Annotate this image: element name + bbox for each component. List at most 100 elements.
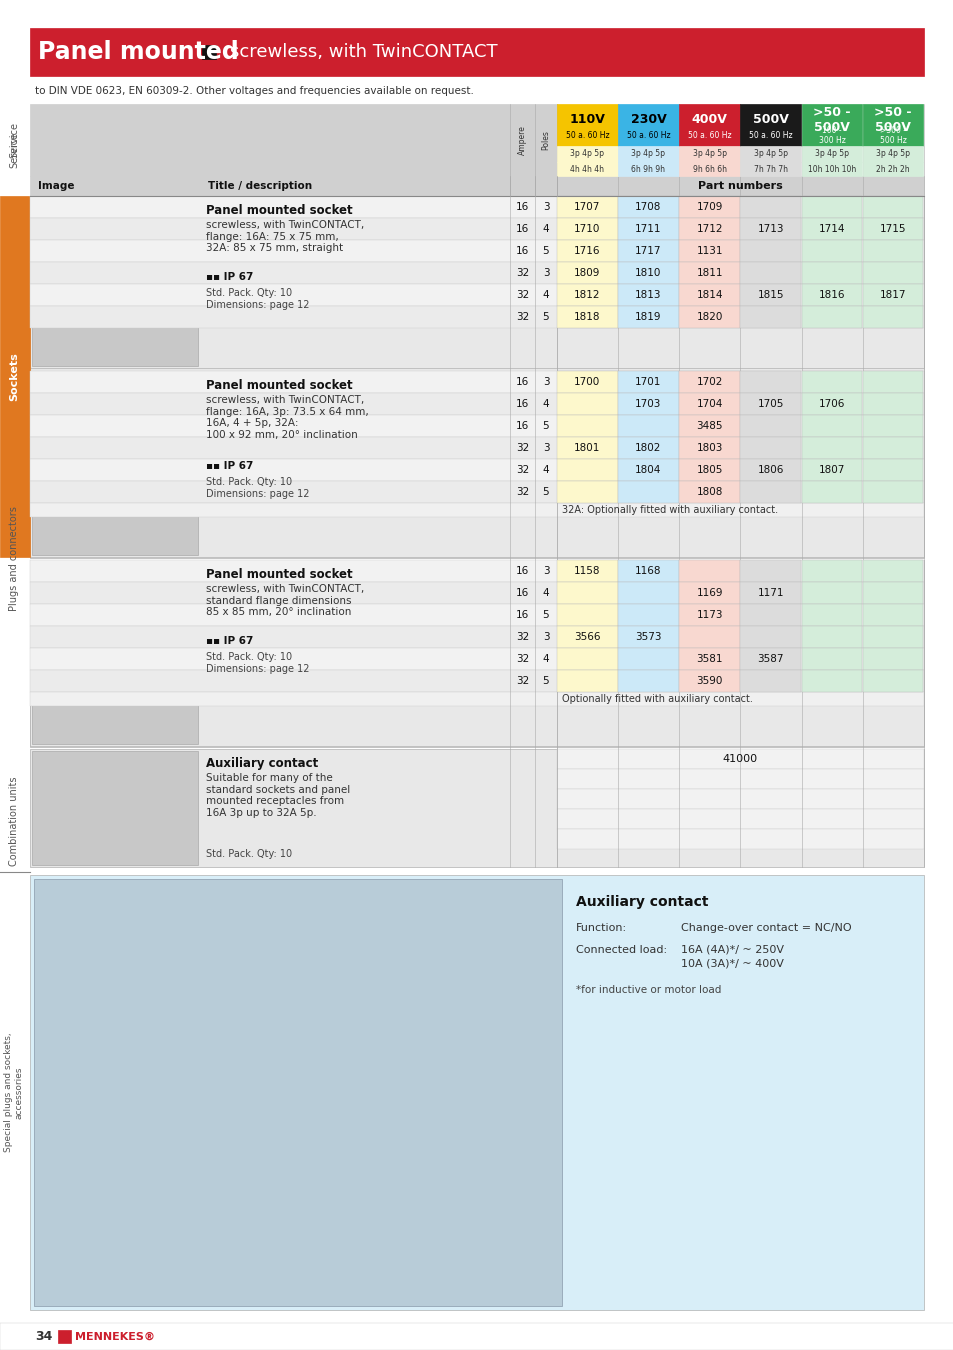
Bar — [740, 481, 801, 504]
Bar — [557, 162, 617, 176]
Text: 9h 6h 6h: 9h 6h 6h — [692, 165, 726, 174]
Bar — [557, 749, 923, 770]
Text: 16: 16 — [516, 377, 529, 387]
Bar — [557, 626, 617, 648]
Bar — [679, 146, 740, 162]
Text: 16: 16 — [516, 589, 529, 598]
Bar — [740, 162, 801, 176]
Bar — [618, 262, 679, 284]
Text: 3p 4p 5p: 3p 4p 5p — [570, 150, 603, 158]
Text: Plugs and connectors: Plugs and connectors — [9, 506, 19, 612]
Bar — [618, 284, 679, 306]
Bar — [801, 414, 862, 437]
Text: 1820: 1820 — [696, 312, 722, 323]
Text: 1169: 1169 — [696, 589, 722, 598]
Text: 10h 10h 10h: 10h 10h 10h — [807, 165, 855, 174]
Text: 3p 4p 5p: 3p 4p 5p — [631, 150, 665, 158]
Bar — [801, 648, 862, 670]
Bar — [679, 104, 740, 146]
Bar — [679, 393, 740, 414]
Bar — [801, 306, 862, 328]
Bar — [30, 371, 923, 558]
Bar — [618, 393, 679, 414]
Text: Combination units: Combination units — [9, 776, 19, 867]
Bar — [30, 414, 923, 437]
Text: 3587: 3587 — [757, 653, 783, 664]
Bar — [862, 306, 923, 328]
Text: 4: 4 — [542, 290, 549, 300]
Bar — [862, 262, 923, 284]
Bar — [0, 196, 30, 558]
Bar — [740, 626, 801, 648]
Text: 6h 9h 9h: 6h 9h 9h — [631, 165, 665, 174]
Text: Sockets: Sockets — [9, 352, 19, 401]
Text: Special plugs and sockets,
accessories: Special plugs and sockets, accessories — [5, 1033, 24, 1153]
Text: 32: 32 — [516, 487, 529, 497]
Bar — [557, 809, 923, 829]
Bar — [30, 481, 923, 504]
Bar — [618, 459, 679, 481]
Bar — [202, 45, 215, 59]
Bar — [32, 562, 198, 744]
Text: 10A (3A)*/ ~ 400V: 10A (3A)*/ ~ 400V — [680, 958, 783, 968]
Text: Part numbers: Part numbers — [698, 181, 782, 190]
Text: 3p 4p 5p: 3p 4p 5p — [692, 150, 726, 158]
Bar — [679, 371, 740, 393]
Text: Std. Pack. Qty: 10: Std. Pack. Qty: 10 — [206, 849, 292, 859]
Text: Image: Image — [38, 181, 74, 190]
Bar — [679, 196, 740, 217]
Text: 16: 16 — [516, 224, 529, 234]
Text: 3581: 3581 — [696, 653, 722, 664]
Bar — [862, 371, 923, 393]
Bar — [740, 603, 801, 626]
Text: Service: Service — [9, 132, 19, 167]
Bar — [740, 284, 801, 306]
Bar — [801, 196, 862, 217]
Bar — [740, 437, 801, 459]
Bar — [679, 262, 740, 284]
Text: 3p 4p 5p: 3p 4p 5p — [814, 150, 848, 158]
Bar — [862, 437, 923, 459]
Bar — [58, 1330, 71, 1343]
Text: 1814: 1814 — [696, 290, 722, 300]
Text: 500V: 500V — [752, 113, 788, 127]
Text: 1715: 1715 — [879, 224, 905, 234]
Bar — [30, 693, 923, 706]
Text: 4: 4 — [542, 400, 549, 409]
Bar — [740, 371, 801, 393]
Bar — [30, 196, 923, 369]
Text: 1819: 1819 — [635, 312, 661, 323]
Text: 3: 3 — [542, 632, 549, 643]
Bar — [679, 626, 740, 648]
Text: Dimensions: page 12: Dimensions: page 12 — [206, 489, 309, 500]
Bar — [801, 481, 862, 504]
Bar — [801, 371, 862, 393]
Bar — [30, 217, 923, 240]
Text: Auxiliary contact: Auxiliary contact — [576, 895, 708, 909]
Bar — [618, 240, 679, 262]
Text: 1805: 1805 — [696, 464, 722, 475]
Bar — [30, 28, 923, 76]
Text: 3566: 3566 — [574, 632, 600, 643]
Text: ▪▪ IP 67: ▪▪ IP 67 — [206, 636, 253, 647]
Text: 1158: 1158 — [574, 566, 600, 576]
Bar — [618, 196, 679, 217]
Text: 1808: 1808 — [696, 487, 722, 497]
Bar — [30, 104, 557, 176]
Bar — [618, 146, 679, 162]
Text: screwless, with TwinCONTACT,
standard flange dimensions
85 x 85 mm, 20° inclinat: screwless, with TwinCONTACT, standard fl… — [206, 585, 364, 617]
Text: Panel mounted socket: Panel mounted socket — [206, 568, 353, 580]
Bar — [618, 603, 679, 626]
Bar — [30, 749, 923, 867]
Text: ▪▪ IP 67: ▪▪ IP 67 — [206, 271, 253, 282]
Bar — [30, 582, 923, 603]
Bar — [32, 751, 198, 865]
Text: Optionally fitted with auxiliary contact.: Optionally fitted with auxiliary contact… — [561, 694, 752, 703]
Text: 4: 4 — [542, 464, 549, 475]
Text: 1802: 1802 — [635, 443, 661, 454]
Bar — [801, 262, 862, 284]
Text: 100 -
300 Hz: 100 - 300 Hz — [818, 126, 844, 146]
Bar — [862, 162, 923, 176]
Text: 32: 32 — [516, 443, 529, 454]
Text: screwless, with TwinCONTACT,
flange: 16A: 75 x 75 mm,
32A: 85 x 75 mm, straight: screwless, with TwinCONTACT, flange: 16A… — [206, 220, 364, 254]
